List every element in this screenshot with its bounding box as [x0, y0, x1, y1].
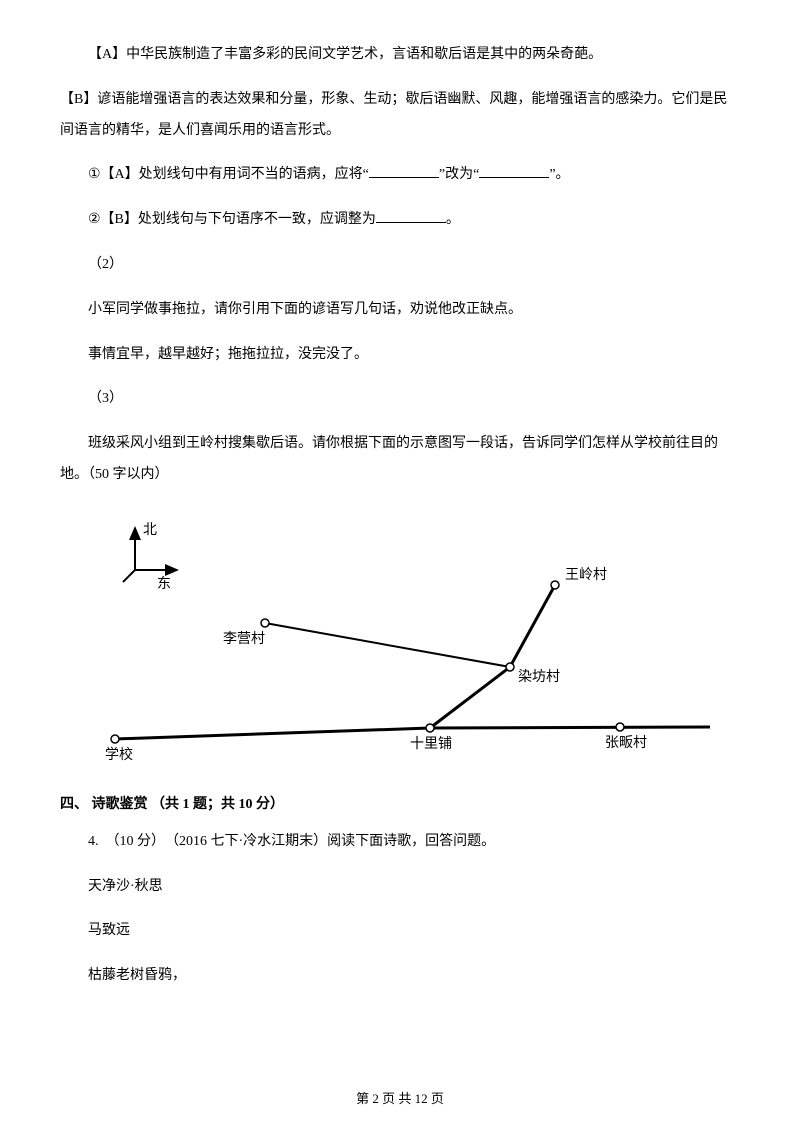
question-2: ②【B】处划线句与下句语序不一致，应调整为 。 — [60, 205, 740, 236]
poem-author: 马致远 — [60, 916, 740, 947]
svg-text:张畈村: 张畈村 — [605, 735, 647, 751]
page-footer: 第 2 页 共 12 页 — [0, 1088, 800, 1107]
q2-prefix: ②【B】处划线句与下句语序不一致，应调整为 — [88, 212, 376, 227]
question-1: ①【A】处划线句中有用词不当的语病，应将“ ”改为“ ”。 — [60, 160, 740, 191]
poem-line-1: 枯藤老树昏鸦， — [60, 961, 740, 992]
sub-2: （2） — [60, 250, 740, 281]
svg-text:学校: 学校 — [105, 746, 133, 763]
q1-prefix: ①【A】处划线句中有用词不当的语病，应将“ — [88, 167, 369, 182]
paragraph-a: 【A】中华民族制造了丰富多彩的民间文学艺术，言语和歇后语是其中的两朵奇葩。 — [60, 40, 740, 71]
blank-3[interactable] — [376, 209, 446, 223]
p2b: 事情宜早，越早越好；拖拖拉拉，没完没了。 — [60, 340, 740, 371]
svg-text:王岭村: 王岭村 — [565, 567, 607, 583]
poem-title: 天净沙·秋思 — [60, 872, 740, 903]
svg-text:北: 北 — [143, 522, 157, 538]
q1-mid: ”改为“ — [439, 167, 479, 182]
p3: 班级采风小组到王岭村搜集歇后语。请你根据下面的示意图写一段话，告诉同学们怎样从学… — [60, 429, 740, 491]
sub-3: （3） — [60, 384, 740, 415]
section-4-title: 四、 诗歌鉴赏 （共 1 题；共 10 分） — [60, 793, 740, 813]
q1-suffix: ”。 — [549, 167, 569, 182]
q2-suffix: 。 — [446, 212, 460, 227]
q4-head: 4. （10 分） （2016 七下·冷水江期末）阅读下面诗歌，回答问题。 — [60, 827, 740, 858]
paragraph-b: 【B】谚语能增强语言的表达效果和分量，形象、生动；歇后语幽默、风趣，能增强语言的… — [60, 85, 740, 147]
svg-text:东: 东 — [157, 576, 171, 592]
svg-text:十里铺: 十里铺 — [410, 736, 452, 752]
svg-text:染坊村: 染坊村 — [518, 669, 560, 685]
svg-text:李营村: 李营村 — [223, 631, 265, 647]
map-diagram: 北东学校 十里铺 张畈村 染坊村 王岭村李营村 — [30, 505, 710, 785]
p2a: 小军同学做事拖拉，请你引用下面的谚语写几句话，劝说他改正缺点。 — [60, 295, 740, 326]
blank-2[interactable] — [479, 164, 549, 178]
blank-1[interactable] — [369, 164, 439, 178]
